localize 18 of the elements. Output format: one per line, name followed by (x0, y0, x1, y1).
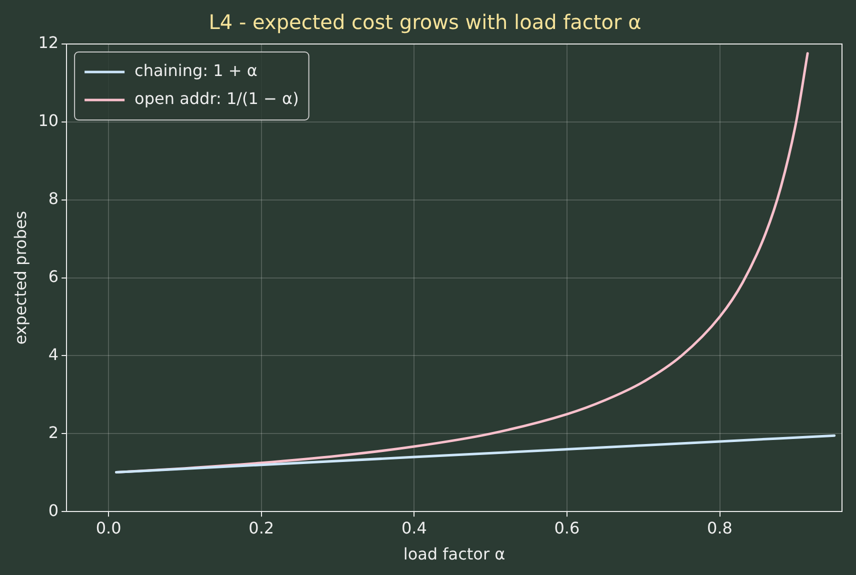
y-tick-label: 4 (48, 344, 59, 364)
x-axis-title: load factor α (403, 544, 506, 564)
y-tick-label: 10 (38, 111, 59, 130)
y-tick-label: 8 (48, 189, 59, 208)
legend-label: chaining: 1 + α (134, 61, 258, 80)
x-tick-label: 0.2 (248, 518, 274, 538)
legend-label: open addr: 1/(1 − α) (134, 89, 299, 108)
line-series (114, 434, 836, 474)
y-tick-label: 0 (48, 500, 59, 520)
y-tick-label: 2 (48, 422, 59, 442)
x-tick-label: 0.4 (401, 518, 427, 538)
y-tick-label: 12 (38, 33, 59, 52)
x-tick-label: 0.6 (554, 518, 580, 538)
y-tick-label: 6 (48, 266, 59, 286)
x-tick-label: 0.0 (96, 518, 122, 538)
y-axis-title: expected probes (10, 210, 30, 345)
x-tick-label: 0.8 (707, 518, 732, 538)
chart-title: L4 - expected cost grows with load factor α (208, 10, 642, 34)
